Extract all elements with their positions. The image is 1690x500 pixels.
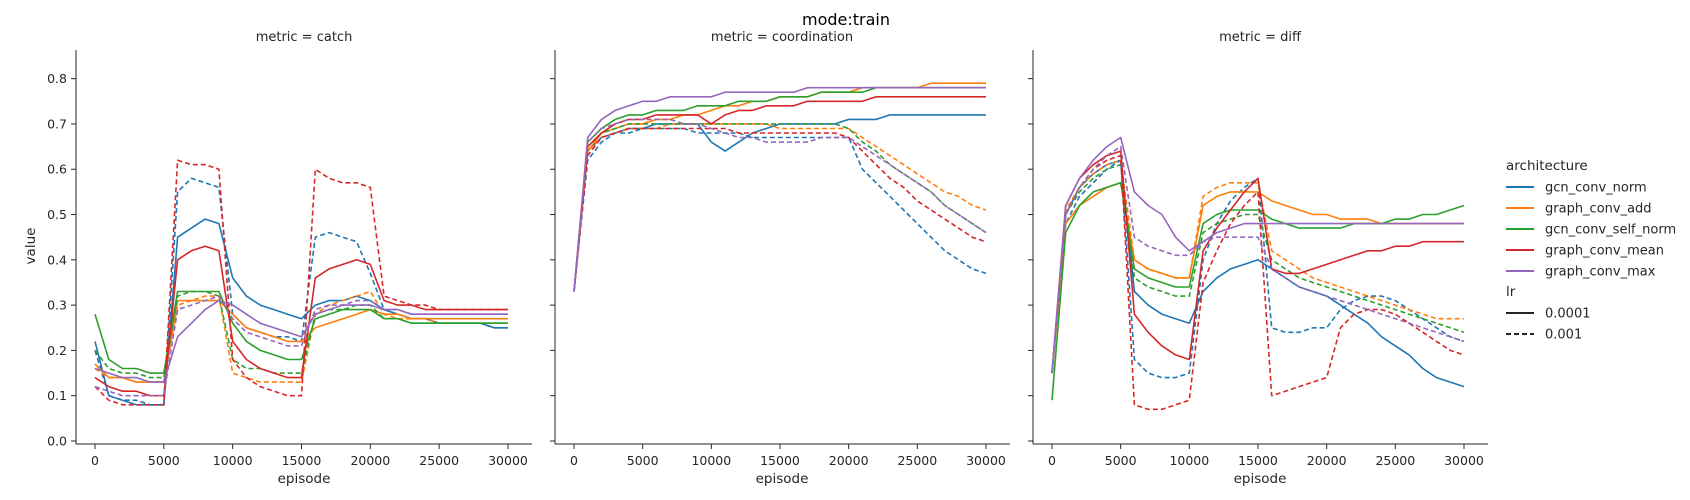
x-tick-label: 30000 xyxy=(966,453,1006,468)
y-tick-label: 0.8 xyxy=(47,71,67,86)
x-tick-label: 5000 xyxy=(627,453,659,468)
series-line-gcn_conv_norm-lr-0.001 xyxy=(573,127,987,292)
y-tick-label: 0.3 xyxy=(47,298,67,313)
y-tick-label: 0.4 xyxy=(47,252,67,267)
x-tick-label: 10000 xyxy=(213,453,253,468)
x-tick-label: 10000 xyxy=(691,453,731,468)
series-line-graph_conv_max-lr-0.001 xyxy=(573,118,987,292)
x-tick-label: 0 xyxy=(91,453,99,468)
x-axis-label-diff: episode xyxy=(1234,471,1287,487)
series-line-graph_conv_max-lr-0.001 xyxy=(1051,145,1465,374)
series-lines-catch xyxy=(94,159,508,406)
x-tick-label: 0 xyxy=(570,453,578,468)
legend-label-gcn_conv_norm: gcn_conv_norm xyxy=(1545,181,1647,196)
x-tick-label: 20000 xyxy=(1307,453,1347,468)
facet-title-coordination: metric = coordination xyxy=(711,30,853,45)
x-tick-label: 5000 xyxy=(148,453,180,468)
x-tick-label: 25000 xyxy=(1375,453,1415,468)
y-tick-label: 0.1 xyxy=(47,388,67,403)
x-tick-label: 0 xyxy=(1048,453,1056,468)
legend-hue-title: architecture xyxy=(1506,158,1588,174)
y-tick-label: 0.2 xyxy=(47,343,67,358)
series-line-gcn_conv_self_norm-lr-0.001 xyxy=(573,123,987,292)
series-line-gcn_conv_self_norm-lr-0.001 xyxy=(94,290,508,379)
y-tick-label: 0.0 xyxy=(47,434,67,449)
x-axis-label-catch: episode xyxy=(278,471,331,487)
y-tick-label: 0.6 xyxy=(47,162,67,177)
legend-label-graph_conv_mean: graph_conv_mean xyxy=(1545,244,1664,259)
series-lines-diff xyxy=(1051,136,1465,411)
series-line-graph_conv_max-lr-0.0001 xyxy=(1051,136,1464,374)
x-tick-label: 25000 xyxy=(419,453,459,468)
series-line-graph_conv_max-lr-0.0001 xyxy=(573,86,986,292)
x-axis-label-coordination: episode xyxy=(756,471,809,487)
x-tick-label: 25000 xyxy=(897,453,937,468)
series-line-graph_conv_add-lr-0.001 xyxy=(573,123,987,292)
x-tick-label: 15000 xyxy=(760,453,800,468)
facet-title-catch: metric = catch xyxy=(256,30,353,45)
series-line-graph_conv_mean-lr-0.001 xyxy=(1051,154,1465,411)
series-line-gcn_conv_self_norm-lr-0.0001 xyxy=(94,290,508,374)
series-line-graph_conv_max-lr-0.0001 xyxy=(94,299,508,383)
x-tick-label: 15000 xyxy=(282,453,322,468)
series-line-graph_conv_mean-lr-0.001 xyxy=(573,127,987,292)
legend: architecture lr gcn_conv_norm graph_conv_… xyxy=(1506,158,1676,343)
series-lines-coordination xyxy=(573,82,987,292)
x-tick-label: 10000 xyxy=(1169,453,1209,468)
y-axis-label: value xyxy=(23,228,39,265)
panel-diff: metric = diff episode 0 5000 10000 15000 200… xyxy=(1028,30,1488,487)
x-tick-label: 30000 xyxy=(488,453,528,468)
x-tick-label: 20000 xyxy=(829,453,869,468)
panel-coordination: metric = coordination episode 0 5000 10000… xyxy=(550,30,1010,487)
legend-label-lr-0.0001: 0.0001 xyxy=(1545,307,1591,322)
facet-title-diff: metric = diff xyxy=(1219,30,1302,45)
x-tick-label: 5000 xyxy=(1105,453,1137,468)
legend-label-lr-0.001: 0.001 xyxy=(1545,328,1582,343)
legend-style-title: lr xyxy=(1506,284,1516,300)
panel-catch: metric = catch episode value 0 5000 10000 1… xyxy=(23,30,532,487)
series-line-graph_conv_add-lr-0.0001 xyxy=(1051,182,1464,374)
x-tick-label: 20000 xyxy=(350,453,390,468)
y-tick-label: 0.5 xyxy=(47,207,67,222)
series-line-gcn_conv_self_norm-lr-0.0001 xyxy=(573,86,986,292)
series-line-graph_conv_max-lr-0.001 xyxy=(94,295,508,397)
series-line-graph_conv_mean-lr-0.001 xyxy=(94,159,508,406)
x-tick-label: 15000 xyxy=(1238,453,1278,468)
legend-label-gcn_conv_self_norm: gcn_conv_self_norm xyxy=(1545,223,1676,238)
series-line-gcn_conv_self_norm-lr-0.0001 xyxy=(1051,182,1465,401)
x-tick-label: 30000 xyxy=(1444,453,1484,468)
series-line-graph_conv_mean-lr-0.0001 xyxy=(573,96,986,292)
y-tick-label: 0.7 xyxy=(47,116,67,131)
legend-label-graph_conv_max: graph_conv_max xyxy=(1545,265,1656,280)
chart-title: mode:train xyxy=(802,10,890,29)
legend-label-graph_conv_add: graph_conv_add xyxy=(1545,202,1652,217)
